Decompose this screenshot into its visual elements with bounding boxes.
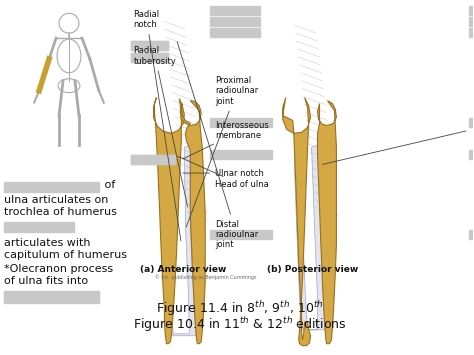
Text: (a) Anterior view: (a) Anterior view [140, 265, 227, 274]
Polygon shape [295, 145, 326, 330]
Bar [131, 155, 175, 164]
Bar [210, 230, 272, 239]
Text: trochlea of humerus: trochlea of humerus [4, 207, 117, 217]
Bar [210, 17, 260, 26]
Text: articulates with: articulates with [4, 239, 91, 248]
Bar [469, 150, 474, 159]
Bar [4, 182, 99, 192]
Text: ulna articulates on: ulna articulates on [4, 195, 109, 205]
Polygon shape [180, 100, 205, 344]
Bar [4, 294, 99, 303]
Bar [131, 53, 168, 62]
Text: © Inc. publishing as Benjamin Cummings: © Inc. publishing as Benjamin Cummings [155, 274, 257, 280]
Text: Head of ulna: Head of ulna [178, 156, 269, 190]
Text: (b) Posterior view: (b) Posterior view [267, 265, 358, 274]
Text: Radial
notch: Radial notch [134, 10, 181, 241]
Polygon shape [318, 100, 337, 344]
Bar [469, 28, 474, 37]
Text: Figure 10.4 in 11$^{th}$ & 12$^{th}$ editions: Figure 10.4 in 11$^{th}$ & 12$^{th}$ edi… [133, 315, 347, 334]
Text: of ulna fits into: of ulna fits into [4, 276, 89, 286]
Text: Ulnar notch: Ulnar notch [183, 169, 264, 178]
Bar [4, 222, 74, 231]
Bar [131, 53, 168, 62]
Circle shape [59, 13, 79, 33]
Ellipse shape [58, 79, 80, 93]
Text: Radial
tuberosity: Radial tuberosity [134, 46, 188, 207]
Bar [4, 291, 99, 301]
Bar [131, 155, 175, 164]
Text: Interosseous
membrane: Interosseous membrane [183, 121, 269, 159]
Ellipse shape [57, 39, 81, 73]
Polygon shape [283, 98, 310, 346]
Polygon shape [164, 140, 196, 336]
Bar [210, 6, 260, 15]
Polygon shape [154, 98, 184, 344]
Text: Proximal
radioulnar
joint: Proximal radioulnar joint [186, 76, 258, 227]
Bar [210, 119, 272, 127]
Bar [469, 6, 474, 15]
Bar [469, 119, 474, 127]
Bar [131, 41, 168, 50]
Text: Distal
radioulnar
joint: Distal radioulnar joint [177, 42, 258, 250]
Text: capitulum of humerus: capitulum of humerus [4, 250, 128, 260]
Bar [469, 17, 474, 26]
Bar [210, 28, 260, 37]
Text: of: of [101, 180, 115, 190]
Text: *Olecranon process: *Olecranon process [4, 264, 113, 274]
Text: Figure 11.4 in 8$^{th}$, 9$^{th}$, 10$^{th}$: Figure 11.4 in 8$^{th}$, 9$^{th}$, 10$^{… [156, 300, 324, 318]
Bar [210, 150, 272, 159]
Bar [131, 41, 168, 50]
Bar [469, 230, 474, 239]
